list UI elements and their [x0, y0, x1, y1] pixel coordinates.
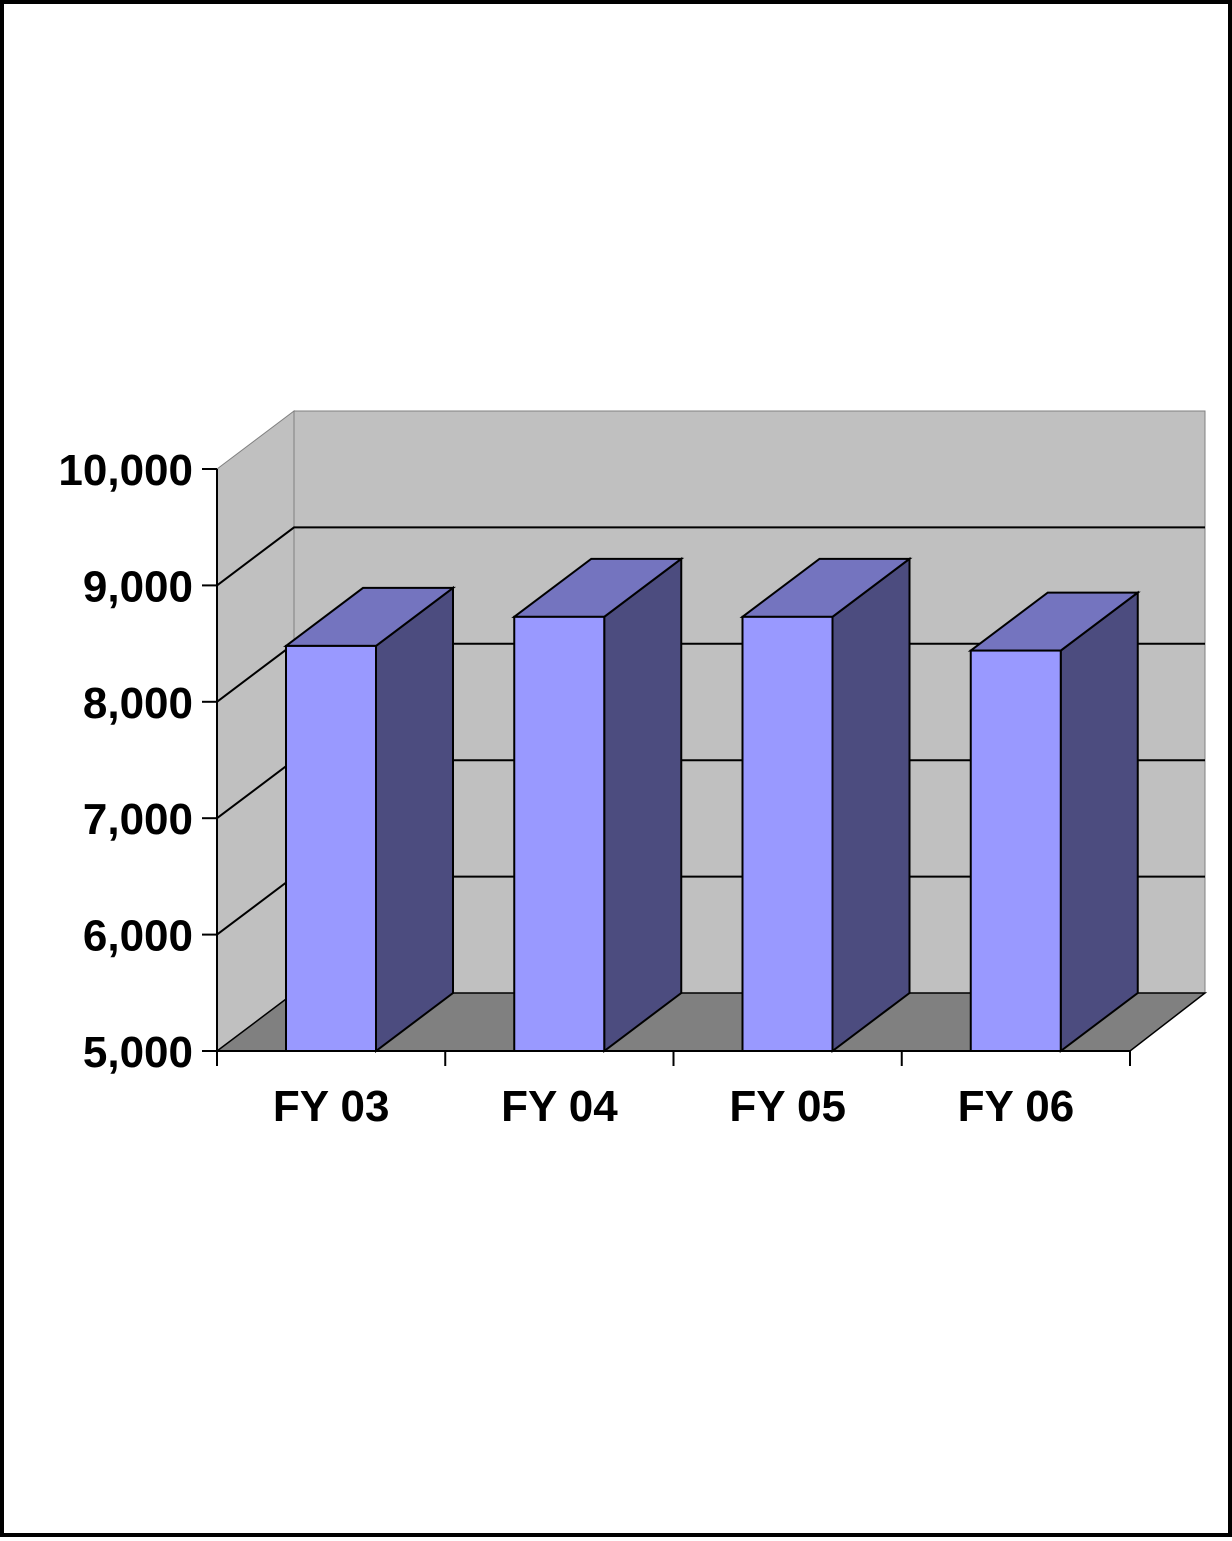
bar-front-face	[513, 615, 606, 1052]
x-tick-label: FY 06	[958, 1082, 1075, 1131]
bar-front-face	[285, 644, 377, 1052]
bar-side-face	[603, 556, 683, 1054]
gridline	[216, 526, 1205, 587]
y-tick-label: 8,000	[83, 679, 193, 728]
bar-front-face	[741, 615, 834, 1052]
bar	[967, 590, 1141, 1054]
y-tick-labels: 5,000 6,000 7,000 8,000 9,000 10,000	[58, 446, 193, 1077]
bar-side-face	[1059, 590, 1139, 1054]
y-tick-label: 10,000	[58, 446, 193, 495]
y-tick-label: 5,000	[83, 1028, 193, 1077]
y-tick-label: 9,000	[83, 562, 193, 611]
bar-front-face	[969, 649, 1062, 1052]
axes	[202, 468, 1131, 1066]
x-tick-label: FY 05	[729, 1082, 846, 1131]
side-wall	[216, 409, 295, 1053]
x-tick-label: FY 04	[501, 1082, 618, 1131]
bar	[739, 556, 913, 1054]
bars	[283, 556, 1141, 1054]
x-tick-labels: FY 03 FY 04 FY 05 FY 06	[273, 1082, 1074, 1131]
bar	[283, 585, 456, 1054]
y-tick-label: 6,000	[83, 912, 193, 961]
bar-side-face	[831, 556, 911, 1054]
x-tick-label: FY 03	[273, 1082, 390, 1131]
bar	[511, 556, 685, 1054]
y-tick-label: 7,000	[83, 795, 193, 844]
bar-side-face	[375, 585, 454, 1054]
